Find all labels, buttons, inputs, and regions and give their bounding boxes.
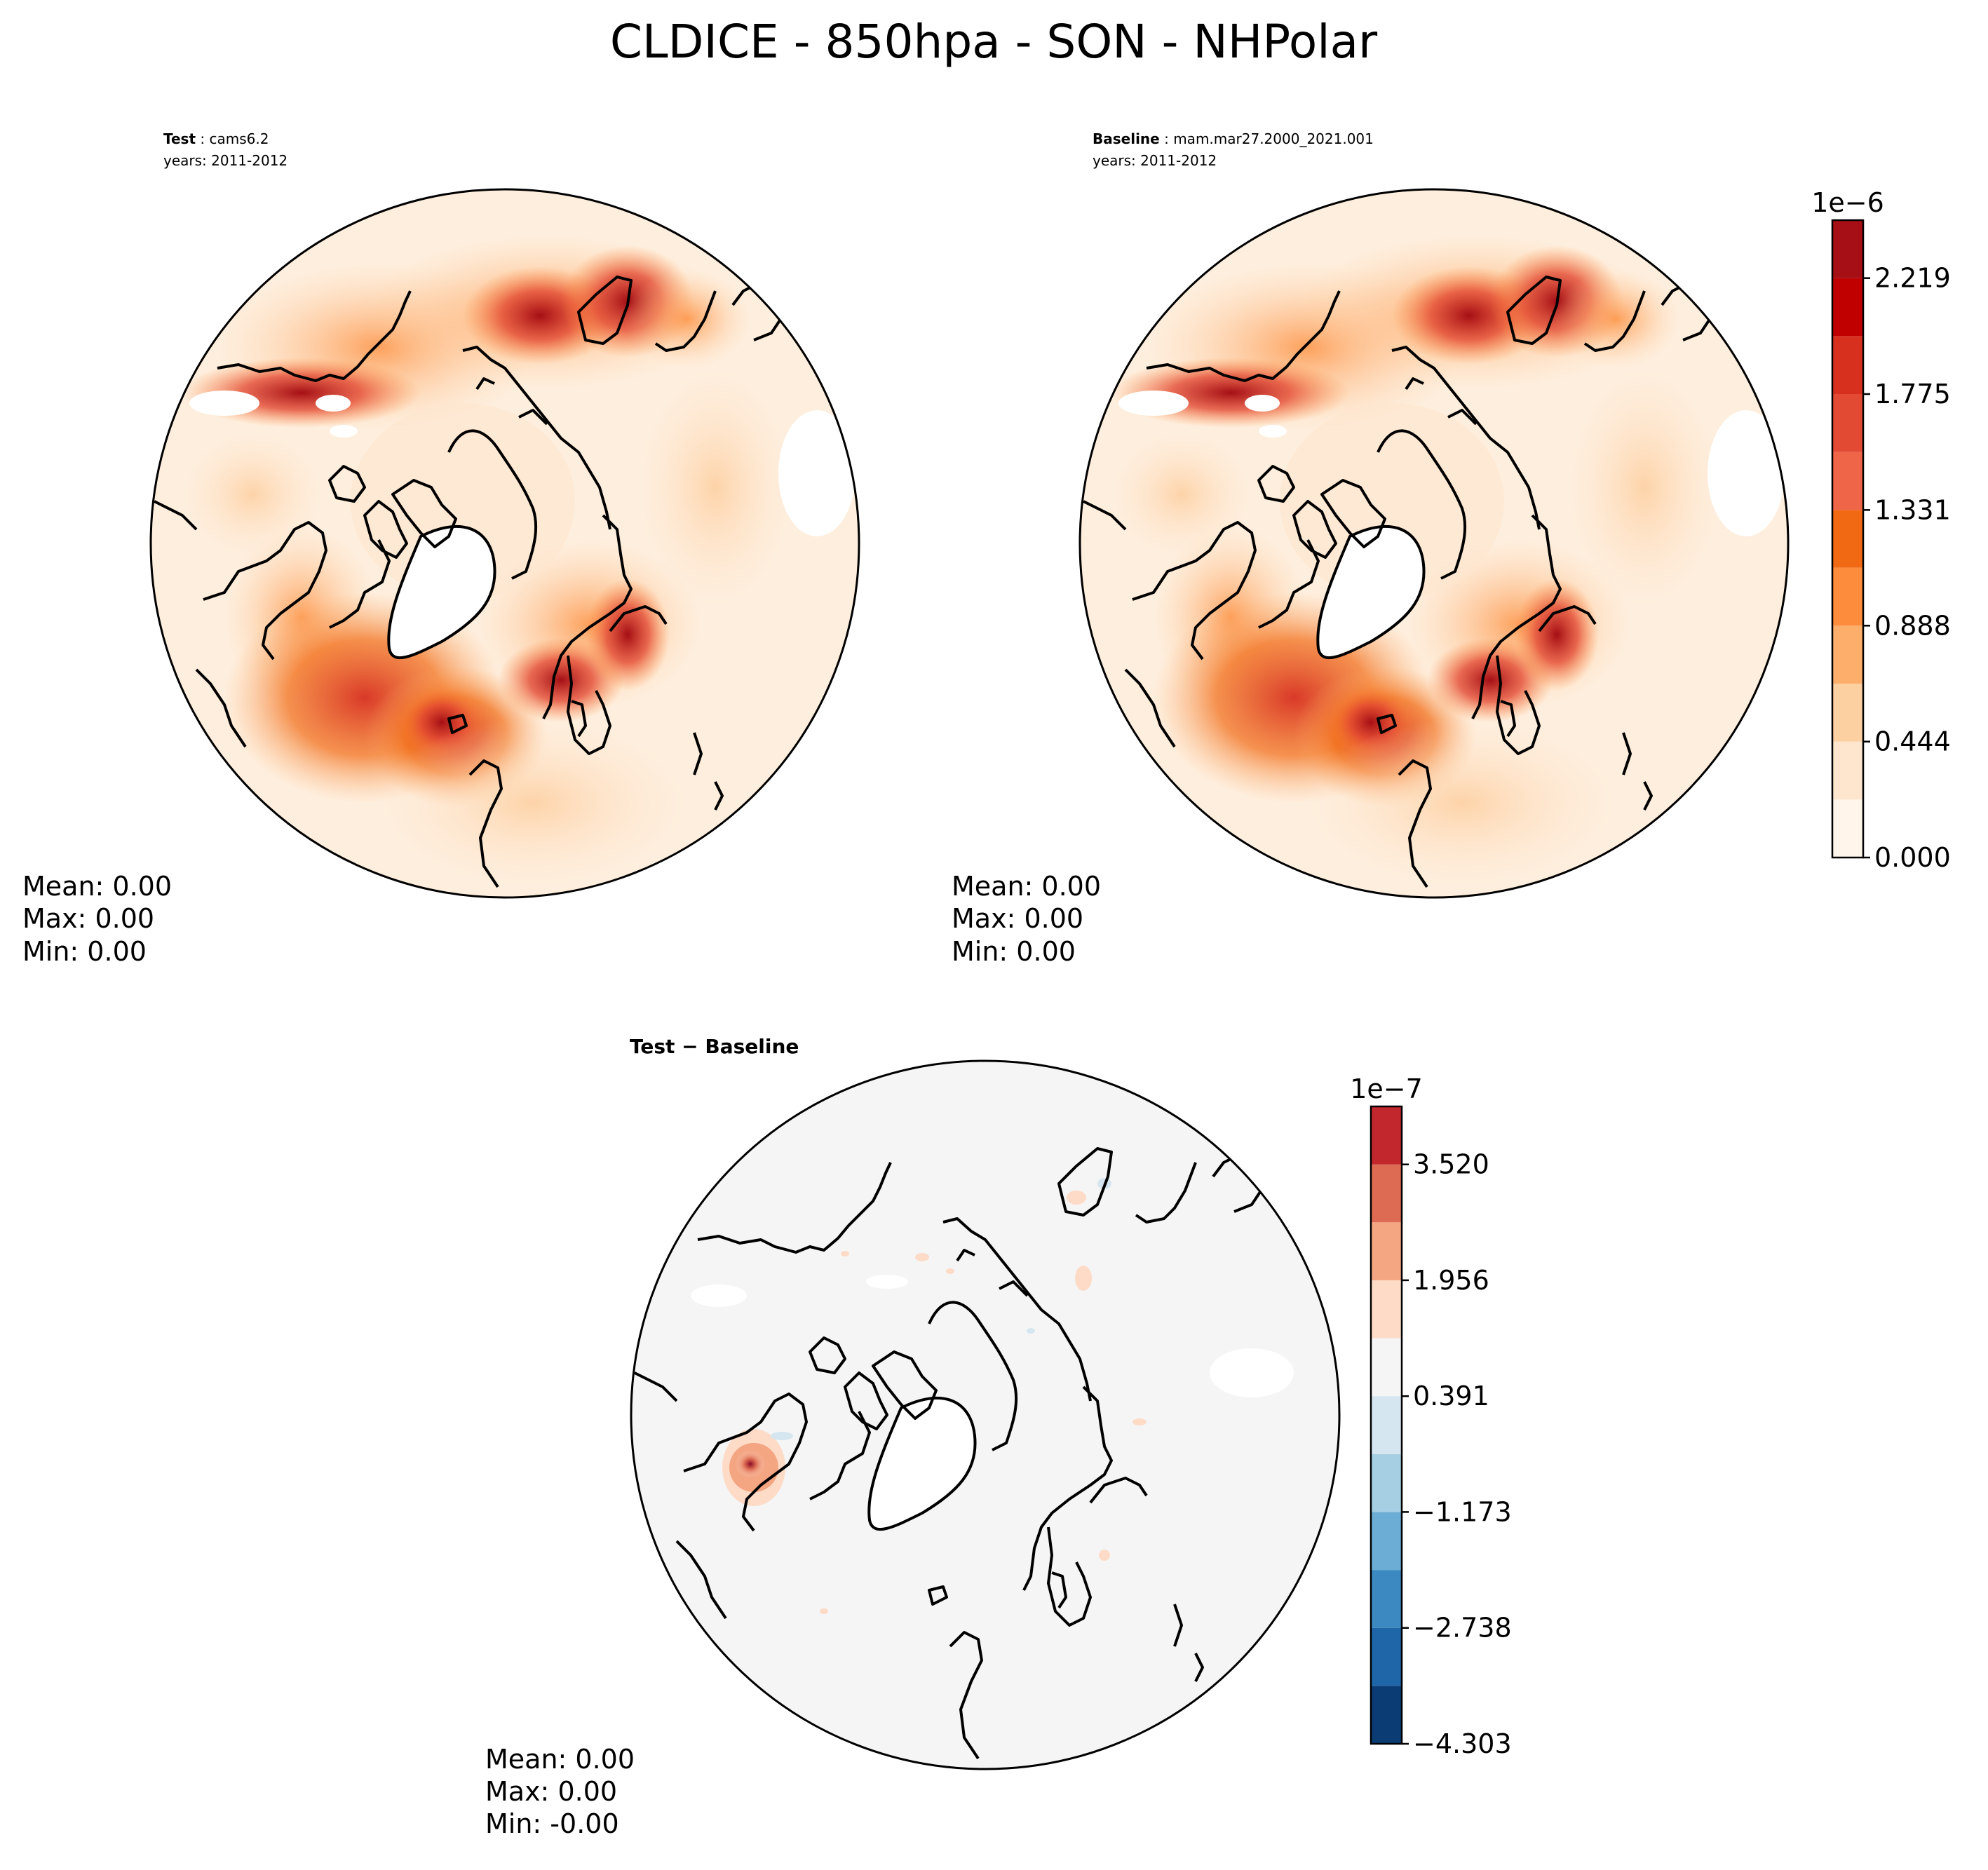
- colorbar-main-tick-label: 1.775: [1874, 379, 1951, 409]
- panel-baseline-label-sep: :: [1164, 130, 1169, 147]
- colorbar-diff-tick-label: 3.520: [1413, 1149, 1489, 1180]
- colorbar-main-segment: [1832, 741, 1863, 800]
- panel-difference-max: Max: 0.00: [485, 1776, 617, 1807]
- colorbar-diff-segment: [1371, 1570, 1402, 1628]
- colorbar-diff-segment: [1371, 1222, 1402, 1280]
- panel-difference: Test − Baseline Mean: 0.00 Max: 0.00 Min…: [485, 1035, 1512, 1839]
- colorbar-diff-segment: [1371, 1338, 1402, 1397]
- colorbar-main-segment: [1832, 336, 1863, 395]
- colorbar-diff-frame: [1370, 1105, 1403, 1745]
- colorbar-main-segment: [1832, 625, 1863, 684]
- panel-test-years: years: 2011-2012: [163, 152, 288, 169]
- colorbar-main: 0.000 0.444 0.888 1.331 1.775 2.219 1e−6: [1811, 187, 1951, 873]
- panel-test: Test : cams6.2 years: 2011-2012 Mean: 0.…: [22, 130, 860, 967]
- panel-difference-mean: Mean: 0.00: [485, 1744, 635, 1775]
- colorbar-main-segment: [1832, 799, 1863, 858]
- panel-difference-boundary: [630, 1059, 1341, 1770]
- panel-test-map: [151, 189, 859, 897]
- colorbar-main-tick-label: 0.888: [1874, 610, 1951, 641]
- colorbar-diff-tick-label: 1.956: [1413, 1265, 1489, 1296]
- colorbar-main-segment: [1832, 220, 1863, 278]
- panel-test-label-sep: :: [200, 130, 205, 147]
- colorbar-main-segment: [1832, 278, 1863, 337]
- panel-test-case: cams6.2: [209, 130, 269, 147]
- colorbar-main-exponent: 1e−6: [1811, 187, 1884, 218]
- panel-baseline-label: Baseline : mam.mar27.2000_2021.001: [1093, 130, 1374, 147]
- panel-test-max: Max: 0.00: [22, 903, 154, 934]
- panel-baseline-label-bold: Baseline: [1093, 130, 1160, 147]
- colorbar-diff-tick-label: 0.391: [1413, 1381, 1489, 1411]
- colorbar-main-tick-label: 0.444: [1874, 726, 1951, 757]
- colorbar-main-tick-label: 2.219: [1874, 263, 1951, 294]
- figure-title: CLDICE - 850hpa - SON - NHPolar: [610, 15, 1378, 69]
- panel-difference-map: [631, 1061, 1339, 1769]
- panel-baseline-mean: Mean: 0.00: [952, 871, 1101, 902]
- colorbar-diff-tick-label: −1.173: [1413, 1496, 1512, 1527]
- colorbar-main-segment: [1832, 683, 1863, 742]
- panel-baseline-case: mam.mar27.2000_2021.001: [1173, 130, 1374, 147]
- panel-baseline-max: Max: 0.00: [952, 903, 1083, 934]
- panel-baseline: Baseline : mam.mar27.2000_2021.001 years…: [952, 130, 1951, 967]
- panel-difference-label: Test − Baseline: [630, 1035, 799, 1058]
- colorbar-diff-segment: [1371, 1106, 1402, 1165]
- colorbar-diff-segment: [1371, 1396, 1402, 1454]
- colorbar-main-segment: [1832, 510, 1863, 568]
- panel-baseline-boundary: [1078, 188, 1790, 899]
- panel-test-label: Test : cams6.2: [163, 130, 269, 147]
- panel-baseline-min: Min: 0.00: [952, 936, 1076, 967]
- colorbar-diff: −4.303 −2.738 −1.173 0.391 1.956 3.520 1e−7: [1350, 1073, 1511, 1759]
- colorbar-diff-segment: [1371, 1454, 1402, 1512]
- panel-test-min: Min: 0.00: [22, 936, 147, 967]
- panel-difference-min: Min: -0.00: [485, 1808, 619, 1839]
- colorbar-main-frame: [1831, 219, 1865, 859]
- colorbar-diff-segment: [1371, 1686, 1402, 1744]
- colorbar-diff-tick-label: −2.738: [1413, 1613, 1512, 1644]
- colorbar-main-tick-label: 1.331: [1874, 494, 1951, 525]
- colorbar-main-tick-label: 0.000: [1874, 842, 1951, 873]
- panel-baseline-years: years: 2011-2012: [1093, 152, 1217, 169]
- colorbar-diff-segment: [1371, 1627, 1402, 1686]
- colorbar-main-segment: [1832, 394, 1863, 452]
- panel-test-mean: Mean: 0.00: [22, 871, 172, 902]
- panel-test-label-bold: Test: [163, 130, 196, 147]
- colorbar-diff-tick-label: −4.303: [1413, 1728, 1512, 1759]
- colorbar-diff-segment: [1371, 1164, 1402, 1223]
- colorbar-diff-segment: [1371, 1280, 1402, 1339]
- colorbar-diff-exponent: 1e−7: [1350, 1073, 1423, 1104]
- colorbar-main-segment: [1832, 567, 1863, 626]
- panel-baseline-map: [1080, 189, 1788, 897]
- colorbar-main-segment: [1832, 452, 1863, 510]
- colorbar-diff-segment: [1371, 1512, 1402, 1571]
- panel-test-boundary: [149, 188, 860, 899]
